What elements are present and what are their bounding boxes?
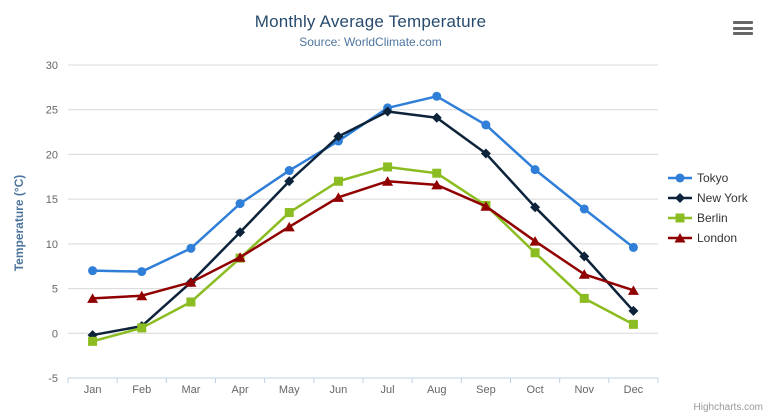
square-marker-icon [675, 213, 685, 223]
y-tick-label: 0 [52, 328, 58, 340]
hamburger-icon [733, 21, 753, 24]
diamond-marker-icon [675, 193, 685, 203]
point-new-york-may[interactable] [284, 176, 295, 187]
y-axis-title: Temperature (°C) [12, 174, 26, 272]
x-tick-label: Oct [527, 384, 544, 396]
legend-label: London [697, 231, 738, 245]
hamburger-icon [733, 26, 753, 30]
y-tick-label: -5 [48, 373, 58, 385]
point-london-jun[interactable] [332, 192, 344, 202]
x-tick-label: Aug [427, 384, 447, 396]
x-tick-label: Jul [381, 384, 395, 396]
point-new-york-jul[interactable] [382, 106, 393, 117]
point-berlin-jul[interactable] [383, 162, 393, 172]
chart-title: Monthly Average Temperature [254, 12, 487, 31]
hamburger-icon [733, 32, 753, 35]
series-tokyo [88, 91, 638, 277]
point-tokyo-dec[interactable] [628, 242, 638, 252]
point-new-york-nov[interactable] [579, 251, 590, 262]
series-line-berlin [91, 165, 635, 343]
triangle-marker-icon [674, 233, 686, 243]
series-new-york [87, 106, 639, 341]
point-new-york-oct[interactable] [530, 202, 541, 213]
point-london-sep[interactable] [480, 201, 492, 211]
triangle-marker-icon [668, 233, 692, 243]
y-tick-label: 15 [46, 194, 58, 206]
legend-item-london[interactable]: London [668, 231, 748, 245]
x-tick-label: Jan [84, 384, 102, 396]
legend-item-tokyo[interactable]: Tokyo [668, 171, 748, 185]
point-london-may[interactable] [283, 221, 295, 232]
x-tick-label: May [279, 384, 300, 396]
point-london-dec[interactable] [627, 285, 639, 295]
point-berlin-oct[interactable] [530, 248, 540, 258]
point-tokyo-apr[interactable] [235, 199, 245, 209]
point-berlin-jan[interactable] [88, 336, 98, 346]
diamond-marker-icon [668, 193, 692, 203]
legend-label: Tokyo [697, 171, 729, 185]
x-tick-label: Nov [574, 384, 594, 396]
point-new-york-jun[interactable] [333, 131, 344, 142]
y-tick-label: 25 [46, 105, 58, 117]
point-london-jan[interactable] [87, 293, 99, 303]
point-new-york-sep[interactable] [480, 148, 491, 159]
point-new-york-aug[interactable] [431, 112, 442, 123]
x-tick-label: Jun [330, 384, 348, 396]
point-london-oct[interactable] [529, 236, 541, 246]
x-tick-label: Mar [181, 384, 200, 396]
point-berlin-aug[interactable] [432, 168, 442, 178]
point-tokyo-nov[interactable] [579, 204, 589, 214]
point-tokyo-mar[interactable] [186, 243, 196, 253]
point-london-aug[interactable] [431, 179, 443, 190]
square-marker-icon [668, 213, 692, 223]
point-new-york-apr[interactable] [235, 227, 246, 238]
point-new-york-dec[interactable] [628, 305, 639, 316]
point-tokyo-may[interactable] [284, 166, 294, 176]
point-berlin-dec[interactable] [628, 319, 638, 329]
point-london-nov[interactable] [578, 269, 590, 279]
legend-label: Berlin [697, 211, 728, 225]
highcharts-credit[interactable]: Highcharts.com [693, 402, 763, 413]
series-line-tokyo [91, 95, 635, 273]
legend: Tokyo New York Berlin London [668, 171, 748, 245]
point-london-mar[interactable] [185, 277, 197, 287]
point-berlin-feb[interactable] [137, 323, 147, 333]
point-tokyo-sep[interactable] [481, 120, 491, 130]
legend-label: New York [697, 191, 748, 205]
series-london [87, 176, 639, 303]
circle-marker-icon [675, 173, 685, 183]
point-berlin-may[interactable] [284, 208, 294, 218]
chart-subtitle: Source: WorldClimate.com [299, 35, 442, 49]
x-tick-label: Sep [476, 384, 496, 396]
series-line-new-york [91, 110, 635, 337]
legend-item-new-york[interactable]: New York [668, 191, 748, 205]
x-tick-label: Apr [232, 384, 249, 396]
circle-marker-icon [668, 173, 692, 183]
point-tokyo-feb[interactable] [137, 267, 147, 277]
x-tick-label: Feb [132, 384, 151, 396]
point-london-jul[interactable] [382, 176, 394, 186]
point-tokyo-jan[interactable] [88, 266, 98, 276]
point-tokyo-aug[interactable] [432, 91, 442, 101]
legend-item-berlin[interactable]: Berlin [668, 211, 748, 225]
chart-context-menu-button[interactable] [733, 21, 753, 35]
series-line-london [91, 180, 635, 300]
y-tick-label: 30 [46, 60, 58, 72]
y-tick-label: 10 [46, 239, 58, 251]
y-tick-label: 20 [46, 149, 58, 161]
point-london-apr[interactable] [234, 252, 246, 262]
point-berlin-jun[interactable] [333, 176, 343, 186]
point-london-feb[interactable] [136, 290, 148, 301]
y-tick-label: 5 [52, 284, 58, 296]
x-tick-label: Dec [624, 384, 644, 396]
point-berlin-mar[interactable] [186, 297, 196, 307]
point-berlin-nov[interactable] [579, 293, 589, 303]
point-tokyo-oct[interactable] [530, 165, 540, 175]
